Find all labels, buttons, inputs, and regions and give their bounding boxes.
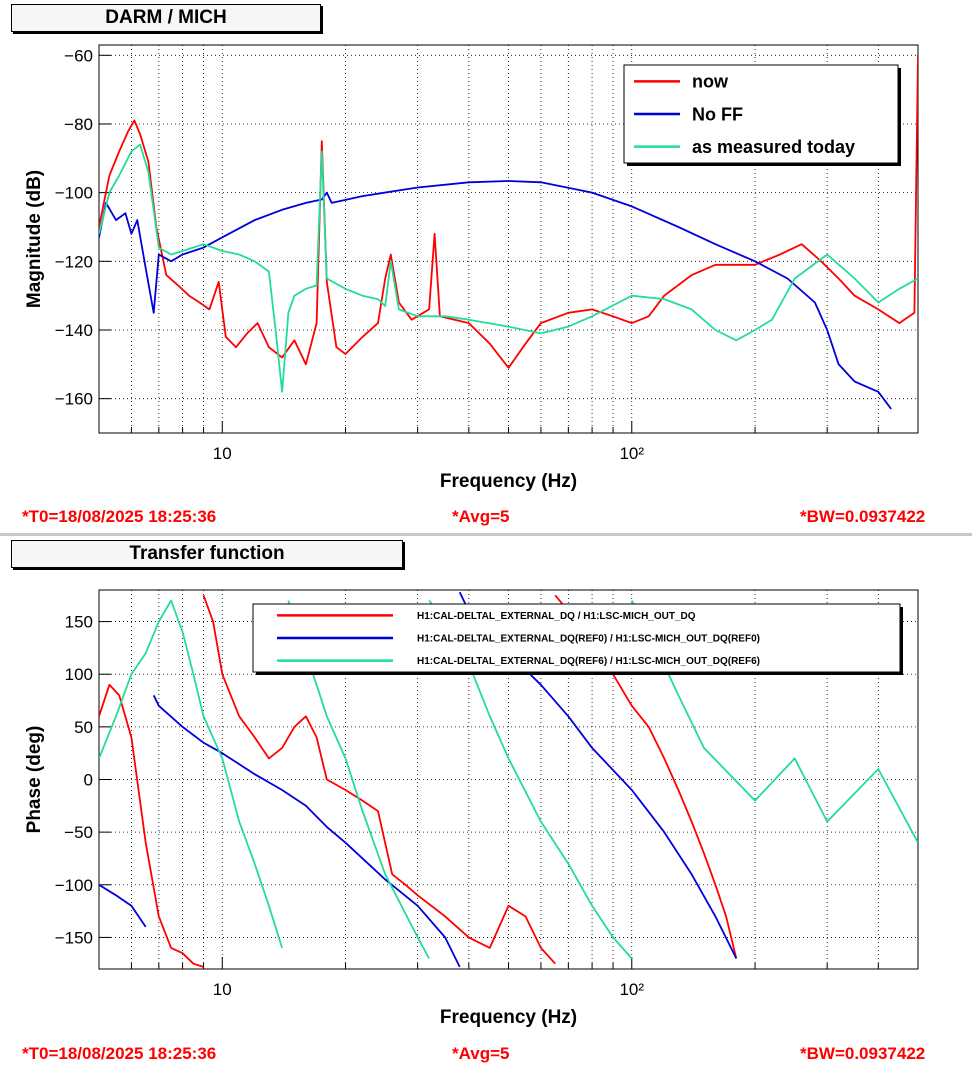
y-tick-label: 50 [74, 718, 93, 737]
phase-chart: 150 100 50 0 −50 −100 −150 10 10² Frequency (Hz) P… [24, 589, 919, 1028]
bw-label: *BW=0.0937422 [800, 1044, 926, 1063]
magnitude-title: DARM / MICH [11, 4, 321, 32]
phase-title: Transfer function [11, 540, 403, 568]
x-axis-label: Frequency (Hz) [440, 1007, 577, 1028]
legend-entry: No FF [692, 104, 743, 124]
y-tick-label: −120 [55, 252, 93, 271]
series-line-0 [99, 55, 918, 369]
y-tick-label: −140 [55, 321, 93, 340]
x-tick-label: 10² [619, 980, 644, 999]
avg-label: *Avg=5 [452, 507, 510, 526]
panel-divider [0, 533, 972, 536]
t0-label: *T0=18/08/2025 18:25:36 [22, 1044, 217, 1063]
y-tick-label: −60 [64, 46, 93, 65]
x-tick-label: 10 [213, 444, 232, 463]
magnitude-chart: −60 −80 −100 −120 −140 −160 10 10² Frequency (Hz… [24, 44, 919, 492]
y-axis-label: Magnitude (dB) [24, 170, 45, 308]
magnitude-panel: −60 −80 −100 −120 −140 −160 10 10² Frequency (Hz… [0, 0, 972, 533]
series-line-2 [99, 143, 918, 393]
legend-entry: H1:CAL-DELTAL_EXTERNAL_DQ(REF0) / H1:LSC… [417, 634, 760, 645]
legend-entry: as measured today [692, 137, 855, 157]
legend-entry: H1:CAL-DELTAL_EXTERNAL_DQ(REF6) / H1:LSC… [417, 656, 760, 667]
bw-label: *BW=0.0937422 [800, 507, 926, 526]
y-tick-label: 150 [65, 613, 93, 632]
x-axis-label: Frequency (Hz) [440, 471, 577, 492]
phase-panel: 150 100 50 0 −50 −100 −150 10 10² Frequency (Hz) P… [0, 536, 972, 1070]
legend-entry: now [692, 72, 729, 92]
avg-label: *Avg=5 [452, 1044, 510, 1063]
y-tick-label: −100 [55, 184, 93, 203]
y-axis-label: Phase (deg) [24, 726, 45, 834]
y-tick-label: −80 [64, 115, 93, 134]
y-tick-label: 0 [84, 771, 93, 790]
x-tick-label: 10² [619, 444, 644, 463]
series-line-2 [99, 599, 918, 960]
y-tick-label: −150 [55, 928, 93, 947]
y-tick-label: −160 [55, 390, 93, 409]
y-tick-label: −100 [55, 876, 93, 895]
y-tick-label: 100 [65, 665, 93, 684]
x-tick-label: 10 [213, 980, 232, 999]
legend-entry: H1:CAL-DELTAL_EXTERNAL_DQ / H1:LSC-MICH_… [417, 611, 696, 622]
y-tick-label: −50 [64, 823, 93, 842]
t0-label: *T0=18/08/2025 18:25:36 [22, 507, 217, 526]
